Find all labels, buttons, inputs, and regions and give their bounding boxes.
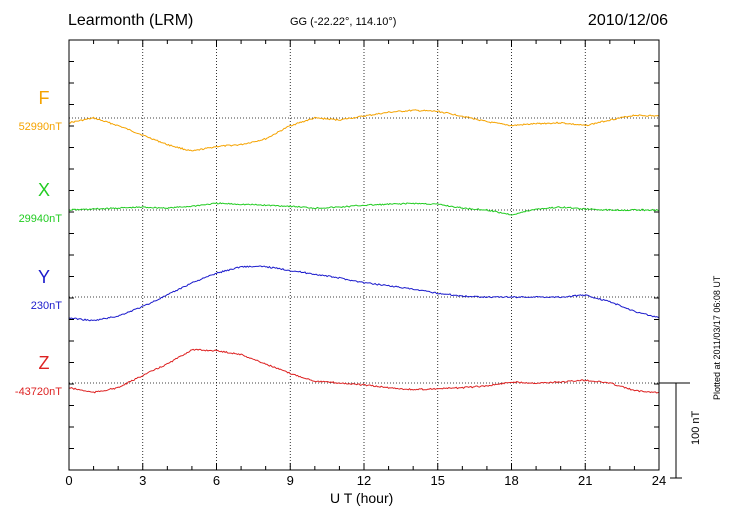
series-line-f — [68, 109, 660, 152]
chart-grid — [69, 40, 659, 470]
x-tick-label: 21 — [578, 473, 593, 488]
series-letter-f: F — [38, 88, 50, 108]
series-baseline-f: 52990nT — [18, 121, 62, 133]
series-letter-z: Z — [38, 353, 50, 373]
scale-bar — [659, 382, 690, 479]
x-tick-label: 0 — [65, 473, 73, 488]
series-line-y — [68, 265, 660, 322]
series-baseline-z: -43720nT — [14, 386, 62, 398]
chart-ticks — [68, 40, 660, 470]
chart-series — [68, 109, 660, 394]
x-axis-title: U T (hour) — [330, 490, 394, 506]
x-tick-label: 24 — [651, 473, 667, 488]
series-line-z — [68, 348, 660, 394]
series-baseline-x: 29940nT — [18, 213, 62, 225]
station-coordinates: GG (-22.22°, 114.10°) — [290, 16, 397, 28]
plot-frame — [68, 39, 660, 471]
series-letter-x: X — [37, 180, 50, 200]
x-tick-label: 9 — [286, 473, 294, 488]
x-tick-label: 6 — [212, 473, 221, 488]
scale-label: 100 nT — [690, 410, 702, 445]
x-tick-label: 12 — [356, 473, 372, 488]
plot-date: 2010/12/06 — [587, 12, 668, 29]
plotted-timestamp: Plotted at 2011/03/17 06:08 UT — [712, 275, 722, 400]
series-baseline-y: 230nT — [30, 300, 62, 312]
x-tick-label: 3 — [139, 473, 147, 488]
series-letter-y: Y — [37, 267, 50, 287]
station-title: Learmonth (LRM) — [68, 12, 194, 29]
series-line-x — [68, 202, 660, 216]
x-tick-label: 18 — [504, 473, 519, 488]
x-tick-label: 15 — [430, 473, 445, 488]
